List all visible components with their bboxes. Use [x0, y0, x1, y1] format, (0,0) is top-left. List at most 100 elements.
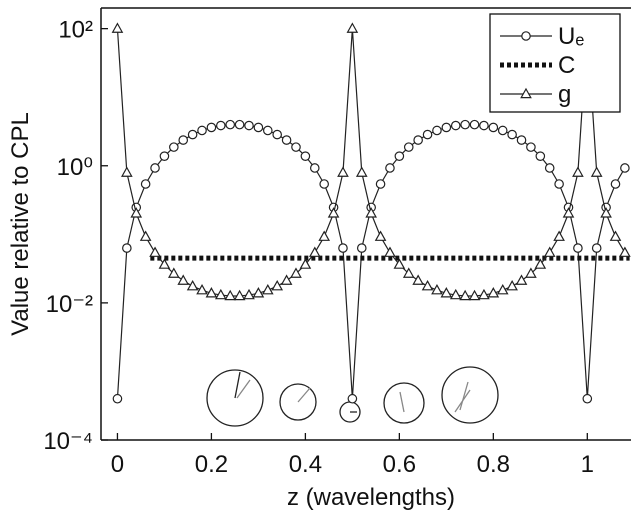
data-point — [413, 135, 423, 145]
data-point — [459, 289, 471, 301]
data-point — [197, 125, 207, 136]
data-point — [149, 246, 161, 257]
data-point — [487, 287, 500, 298]
data-point — [280, 274, 293, 285]
data-point — [271, 279, 284, 291]
data-point — [590, 166, 603, 177]
data-point — [224, 289, 237, 301]
data-point — [187, 129, 198, 140]
x-tick-label: 1 — [581, 451, 594, 478]
data-point — [421, 279, 434, 291]
data-point — [290, 267, 302, 278]
data-point — [252, 287, 265, 298]
data-point — [291, 142, 301, 152]
data-point — [468, 289, 481, 301]
data-point — [412, 274, 424, 285]
data-point — [479, 120, 489, 131]
y-axis-label: Value relative to CPL — [7, 112, 34, 336]
data-point — [355, 166, 368, 177]
legend-label: g — [558, 81, 571, 108]
x-tick-label: 0 — [111, 451, 124, 478]
data-point — [506, 279, 518, 291]
data-point — [562, 207, 575, 218]
data-point — [140, 179, 151, 189]
data-point — [478, 288, 490, 300]
data-point — [497, 125, 508, 136]
data-point — [337, 166, 349, 177]
y-tick-label: 10² — [58, 17, 93, 44]
data-point — [196, 283, 208, 295]
data-point — [544, 163, 555, 173]
data-point — [214, 288, 227, 300]
legend-label: Uₑ — [558, 23, 584, 50]
data-point — [158, 258, 171, 269]
data-point — [272, 129, 282, 140]
data-point — [281, 135, 292, 145]
data-point — [554, 179, 564, 189]
data-point — [130, 207, 143, 218]
data-point — [610, 179, 621, 189]
data-point — [244, 120, 254, 131]
data-point — [496, 283, 509, 295]
data-point — [393, 258, 406, 269]
data-point — [347, 393, 358, 404]
legend-marker — [520, 87, 532, 99]
data-point — [582, 393, 593, 404]
data-point — [338, 243, 348, 253]
data-point — [299, 258, 312, 269]
plot-area — [111, 22, 631, 404]
data-point — [168, 267, 180, 278]
data-point — [243, 288, 255, 300]
data-point — [318, 230, 331, 241]
data-point — [261, 283, 274, 295]
data-point — [553, 230, 565, 241]
data-point — [619, 246, 631, 257]
data-point — [441, 122, 452, 133]
data-point — [121, 166, 133, 177]
data-point — [620, 163, 630, 173]
data-point — [233, 289, 246, 301]
x-tick-label: 0.2 — [195, 451, 228, 478]
data-point — [206, 122, 217, 133]
data-point — [253, 122, 264, 133]
data-point — [308, 246, 321, 257]
data-point — [262, 125, 273, 136]
data-point — [385, 163, 395, 173]
data-point — [394, 151, 405, 161]
data-point — [535, 151, 546, 161]
data-point — [327, 207, 340, 218]
data-point — [526, 142, 536, 152]
data-point — [319, 179, 329, 189]
legend-marker — [521, 31, 531, 41]
data-point — [375, 179, 386, 189]
data-point — [169, 142, 179, 152]
data-point — [488, 122, 499, 133]
data-point — [449, 288, 462, 300]
data-point — [365, 207, 377, 218]
data-point — [573, 243, 583, 253]
x-tick-label: 0.8 — [477, 451, 510, 478]
data-point — [402, 267, 415, 278]
data-point — [234, 119, 245, 130]
data-point — [309, 163, 320, 173]
data-point — [591, 243, 602, 253]
data-point — [186, 279, 199, 291]
polarization-icons — [206, 366, 499, 427]
y-tick-label: 10⁻⁴ — [43, 428, 93, 455]
data-point — [516, 135, 527, 145]
data-point — [431, 283, 443, 295]
data-point — [225, 119, 236, 130]
data-point — [525, 267, 537, 278]
data-point — [112, 393, 123, 404]
data-point — [374, 230, 387, 241]
data-point — [609, 230, 622, 241]
x-tick-label: 0.4 — [289, 451, 322, 478]
data-point — [432, 125, 442, 136]
data-point — [356, 243, 367, 253]
x-axis-label: z (wavelengths) — [287, 484, 455, 511]
data-point — [572, 166, 584, 177]
data-point — [111, 22, 124, 33]
